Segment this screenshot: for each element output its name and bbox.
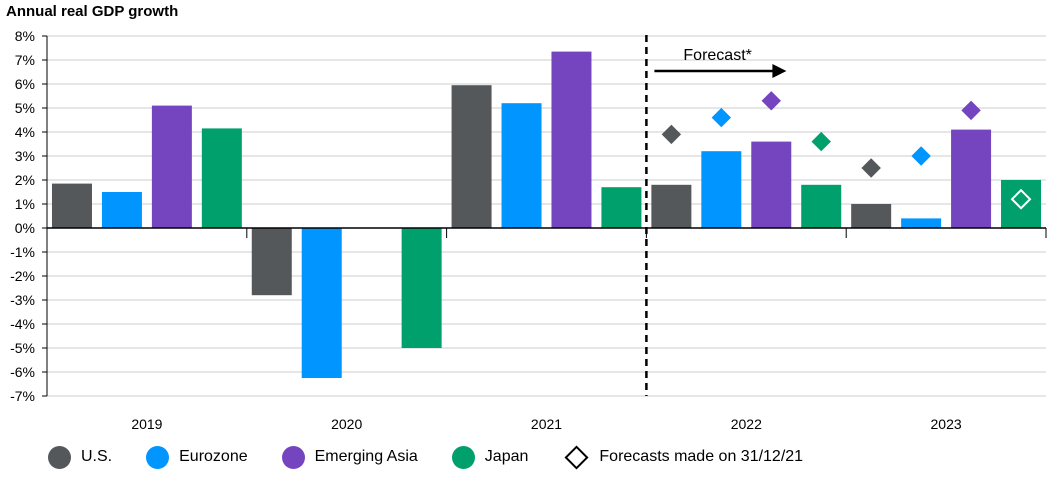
bar-eurozone-2023 xyxy=(901,218,942,228)
y-tick-label: -1% xyxy=(10,244,35,260)
legend-label: Eurozone xyxy=(179,448,248,465)
y-tick-label: 6% xyxy=(15,76,35,92)
forecast-marker-emerging-asia-2023 xyxy=(961,100,981,121)
bar-japan-2021 xyxy=(601,187,642,228)
bar-emerging-asia-2023 xyxy=(951,129,992,228)
legend-swatch xyxy=(48,445,71,469)
legend-item: U.S. xyxy=(48,445,113,469)
legend-swatch xyxy=(146,445,170,469)
bar-u-s--2021 xyxy=(451,85,492,228)
legend-swatch xyxy=(281,445,305,469)
legend-label: U.S. xyxy=(81,448,113,465)
bar-eurozone-2022 xyxy=(701,151,742,228)
bar-japan-2020 xyxy=(401,228,442,348)
y-tick-label: -3% xyxy=(10,292,35,308)
forecast-marker-eurozone-2023 xyxy=(911,146,931,166)
y-tick-label: 5% xyxy=(15,100,35,116)
forecast-label: Forecast* xyxy=(683,47,751,64)
y-tick-label: 2% xyxy=(15,172,35,188)
bar-eurozone-2019 xyxy=(101,192,142,228)
legend-item: Eurozone xyxy=(146,445,248,469)
legend-item-forecast-marker: Forecasts made on 31/12/21 xyxy=(562,444,804,470)
y-tick-label: 0% xyxy=(15,220,35,236)
bar-emerging-asia-2021 xyxy=(551,51,592,228)
x-tick-label: 2022 xyxy=(731,416,762,432)
diamond-icon xyxy=(564,444,589,470)
legend-label: Forecasts made on 31/12/21 xyxy=(599,448,804,465)
legend-label: Japan xyxy=(484,448,529,465)
bar-chart: 8% 7% 6% 5% 4% 3% 2% 1% 0% -1% -2% -3% -4% -5% -6% -7% 2… xyxy=(10,28,1047,432)
forecast-arrow-head xyxy=(772,64,787,78)
legend-swatch xyxy=(451,445,475,469)
forecast-marker-u-s--2022 xyxy=(661,124,682,145)
forecast-annotation: Forecast* xyxy=(645,35,787,396)
y-tick-label: -2% xyxy=(10,268,35,284)
chart-title: Annual real GDP growth xyxy=(6,3,179,20)
x-tick-label: 2021 xyxy=(531,416,562,432)
y-tick-label: 8% xyxy=(15,28,35,44)
y-tick-label: -6% xyxy=(10,364,35,380)
grid-lines xyxy=(47,35,1046,397)
bar-u-s--2023 xyxy=(851,204,892,228)
x-tick-label: 2023 xyxy=(931,416,962,432)
legend-item: Emerging Asia xyxy=(281,445,418,469)
bar-japan-2023 xyxy=(1001,180,1042,228)
forecast-marker-japan-2023 xyxy=(1010,188,1032,210)
y-tick-label: 3% xyxy=(15,148,35,164)
y-tick-label: 1% xyxy=(15,196,35,212)
legend-label: Emerging Asia xyxy=(314,448,418,465)
axes: 8% 7% 6% 5% 4% 3% 2% 1% 0% -1% -2% -3% -4% -5% -6% -7% 2… xyxy=(10,28,1047,432)
forecast-marker-japan-2022 xyxy=(811,131,831,152)
x-tick-label: 2019 xyxy=(131,416,162,432)
legend-item: Japan xyxy=(451,445,529,469)
bar-u-s--2022 xyxy=(651,184,692,228)
forecast-marker-emerging-asia-2022 xyxy=(761,91,781,111)
x-tick-label: 2020 xyxy=(331,416,362,432)
bar-emerging-asia-2022 xyxy=(751,141,792,228)
legend: U.S. Eurozone Emerging Asia Japan Forecasts … xyxy=(48,443,837,471)
bar-japan-2019 xyxy=(201,128,242,228)
y-tick-label: -4% xyxy=(10,316,35,332)
y-tick-label: -5% xyxy=(10,340,35,356)
bar-emerging-asia-2019 xyxy=(151,105,192,228)
bar-eurozone-2020 xyxy=(301,228,342,378)
forecast-markers xyxy=(661,91,1032,210)
y-tick-label: 7% xyxy=(15,52,35,68)
bar-u-s--2020 xyxy=(251,228,292,296)
bars xyxy=(51,51,1042,378)
forecast-marker-u-s--2023 xyxy=(861,158,881,178)
forecast-marker-eurozone-2022 xyxy=(711,107,732,128)
y-tick-label: -7% xyxy=(10,388,35,404)
bar-eurozone-2021 xyxy=(501,103,542,228)
bar-u-s--2019 xyxy=(51,183,92,228)
y-tick-label: 4% xyxy=(15,124,35,140)
bar-japan-2022 xyxy=(801,184,842,228)
